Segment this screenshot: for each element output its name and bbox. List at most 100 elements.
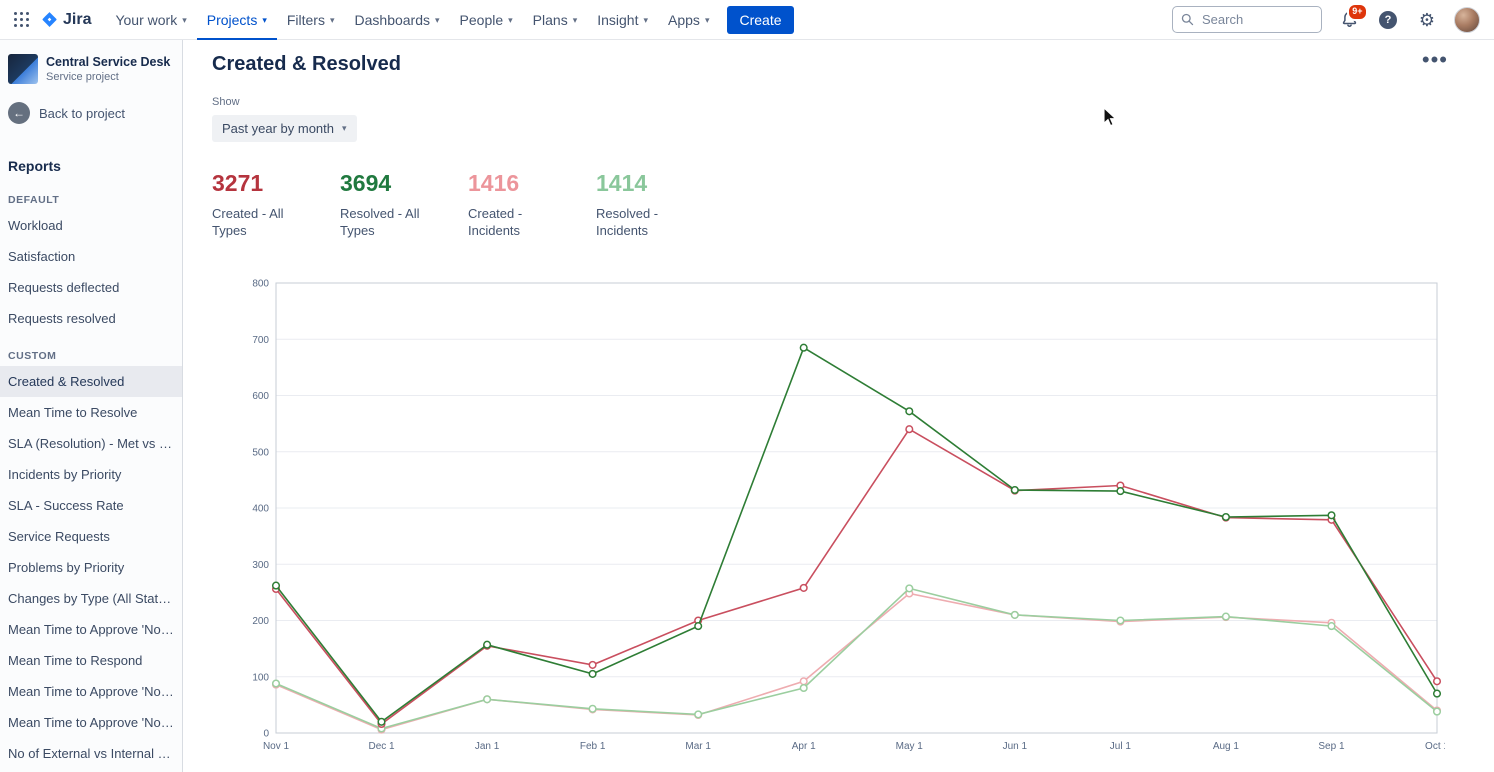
sidebar-item-mean-time-to-resolve[interactable]: Mean Time to Resolve (8, 405, 138, 420)
back-to-project-label: Back to project (39, 105, 125, 121)
sidebar: Central Service Desk Service project ← B… (0, 40, 183, 772)
svg-text:800: 800 (252, 279, 269, 290)
stat-created-incidents: 1416 Created - Incidents (468, 170, 596, 240)
svg-text:Mar 1: Mar 1 (685, 741, 711, 752)
sidebar-item-external-vs-internal[interactable]: No of External vs Internal Ser... (8, 746, 182, 761)
stats-row: 3271 Created - All Types 3694 Resolved -… (212, 170, 1494, 240)
svg-text:Dec 1: Dec 1 (368, 741, 395, 752)
stat-label: Created - Incidents (468, 206, 523, 238)
svg-text:Jul 1: Jul 1 (1110, 741, 1132, 752)
user-avatar[interactable] (1454, 6, 1480, 33)
sidebar-item-requests-deflected[interactable]: Requests deflected (8, 280, 120, 295)
period-dropdown[interactable]: Past year by month ▾ (212, 115, 357, 142)
show-label: Show (212, 96, 240, 108)
sidebar-item-problems-by-priority[interactable]: Problems by Priority (8, 560, 125, 575)
nav-item-insight[interactable]: Insight ▾ (587, 0, 658, 40)
nav-item-plans[interactable]: Plans ▾ (523, 0, 588, 40)
back-arrow-icon: ← (8, 102, 30, 124)
project-name: Central Service Desk (46, 54, 171, 69)
sidebar-item-sla-resolution[interactable]: SLA (Resolution) - Met vs Bre... (8, 436, 182, 451)
chevron-down-icon: ▾ (329, 15, 335, 25)
more-options-button[interactable]: ••• (1421, 47, 1448, 72)
stat-label: Created - All Types (212, 206, 284, 238)
notification-badge: 9+ (1346, 2, 1368, 21)
help-icon: ? (1379, 10, 1397, 29)
svg-text:200: 200 (252, 616, 269, 627)
jira-logo-icon (41, 11, 58, 28)
project-avatar (8, 54, 38, 84)
chevron-down-icon: ▾ (262, 15, 267, 25)
section-title-default: DEFAULT (8, 194, 60, 206)
sidebar-item-changes-by-type[interactable]: Changes by Type (All Statuses) (8, 591, 182, 606)
sidebar-item-satisfaction[interactable]: Satisfaction (8, 249, 76, 264)
nav-item-people[interactable]: People ▾ (450, 0, 523, 40)
default-reports-list: Workload Satisfaction Requests deflected… (0, 210, 182, 334)
sidebar-item-workload[interactable]: Workload (8, 218, 63, 233)
main-content: Created & Resolved ••• Show Past year by… (184, 40, 1494, 772)
svg-text:Sep 1: Sep 1 (1318, 741, 1345, 752)
created-resolved-line-chart: 0 100 200 300 400 500 600 700 800 Nov 1 Dec 1 Jan 1… (240, 275, 1450, 770)
line-chart-svg: 0 100 200 300 400 500 600 700 800 Nov 1 Dec 1 Jan 1… (252, 279, 1449, 753)
jira-wordmark: Jira (63, 10, 92, 28)
project-header: Central Service Desk Service project (0, 40, 182, 90)
period-dropdown-value: Past year by month (222, 121, 334, 136)
nav-item-label: Projects (206, 11, 258, 28)
app-switcher-icon[interactable] (14, 12, 29, 27)
sidebar-item-incidents-by-priority[interactable]: Incidents by Priority (8, 467, 122, 482)
svg-text:100: 100 (252, 672, 269, 683)
jira-logo[interactable]: Jira (41, 11, 91, 29)
stat-label: Resolved - Incidents (596, 206, 659, 238)
section-title-custom: CUSTOM (8, 350, 57, 362)
stat-created-all: 3271 Created - All Types (212, 170, 340, 240)
stat-value: 3694 (340, 170, 392, 196)
sidebar-item-created-resolved[interactable]: Created & Resolved (0, 366, 182, 397)
nav-item-label: Plans (532, 11, 568, 28)
notifications-button[interactable]: 9+ (1337, 2, 1368, 32)
svg-text:May 1: May 1 (896, 741, 924, 752)
nav-right: 9+ ? ⚙ (1172, 2, 1484, 33)
stat-resolved-all: 3694 Resolved - All Types (340, 170, 468, 240)
nav-item-projects[interactable]: Projects ▾ (197, 0, 277, 40)
chevron-down-icon: ▾ (435, 15, 440, 25)
stat-value: 1414 (596, 170, 648, 196)
settings-button[interactable]: ⚙ (1415, 8, 1439, 32)
search-icon (1181, 13, 1194, 26)
nav-item-your-work[interactable]: Your work ▾ (105, 0, 196, 40)
search-box[interactable] (1172, 6, 1322, 33)
svg-text:500: 500 (252, 447, 269, 458)
svg-text:700: 700 (252, 335, 269, 346)
svg-text:300: 300 (252, 560, 269, 571)
chevron-down-icon: ▾ (342, 123, 347, 133)
nav-item-label: Apps (668, 11, 700, 28)
sidebar-item-mean-time-approve-3[interactable]: Mean Time to Approve 'Norm... (8, 715, 182, 730)
svg-text:Jun 1: Jun 1 (1003, 741, 1028, 752)
search-input[interactable] (1200, 11, 1313, 28)
nav-item-apps[interactable]: Apps ▾ (658, 0, 719, 40)
sidebar-item-sla-success-rate[interactable]: SLA - Success Rate (8, 498, 124, 513)
nav-item-dashboards[interactable]: Dashboards ▾ (345, 0, 450, 40)
stat-value: 3271 (212, 170, 264, 196)
svg-text:400: 400 (252, 504, 269, 515)
sidebar-item-requests-resolved[interactable]: Requests resolved (8, 311, 116, 326)
sidebar-item-mean-time-respond[interactable]: Mean Time to Respond (8, 653, 143, 668)
sidebar-item-mean-time-approve-1[interactable]: Mean Time to Approve 'Norm... (8, 622, 182, 637)
back-to-project-button[interactable]: ← Back to project (0, 90, 182, 136)
sidebar-item-mean-time-approve-2[interactable]: Mean Time to Approve 'Norm... (8, 684, 182, 699)
nav-item-filters[interactable]: Filters ▾ (277, 0, 345, 40)
chevron-down-icon: ▾ (572, 15, 578, 25)
nav-item-label: People (459, 11, 504, 28)
svg-text:Jan 1: Jan 1 (475, 741, 500, 752)
help-button[interactable]: ? (1376, 8, 1400, 32)
sidebar-item-service-requests[interactable]: Service Requests (8, 529, 110, 544)
top-nav: Jira Your work ▾ Projects ▾ Filters ▾ Da… (0, 0, 1494, 40)
custom-reports-list: Created & Resolved Mean Time to Resolve … (0, 366, 182, 769)
create-button[interactable]: Create (727, 5, 794, 34)
svg-text:600: 600 (252, 391, 269, 402)
stat-resolved-incidents: 1414 Resolved - Incidents (596, 170, 724, 240)
stat-value: 1416 (468, 170, 520, 196)
page-title: Created & Resolved (212, 53, 401, 75)
svg-text:Nov 1: Nov 1 (263, 741, 290, 752)
nav-item-label: Filters (286, 11, 325, 28)
reports-heading: Reports (8, 158, 61, 174)
svg-text:Apr 1: Apr 1 (792, 741, 816, 752)
